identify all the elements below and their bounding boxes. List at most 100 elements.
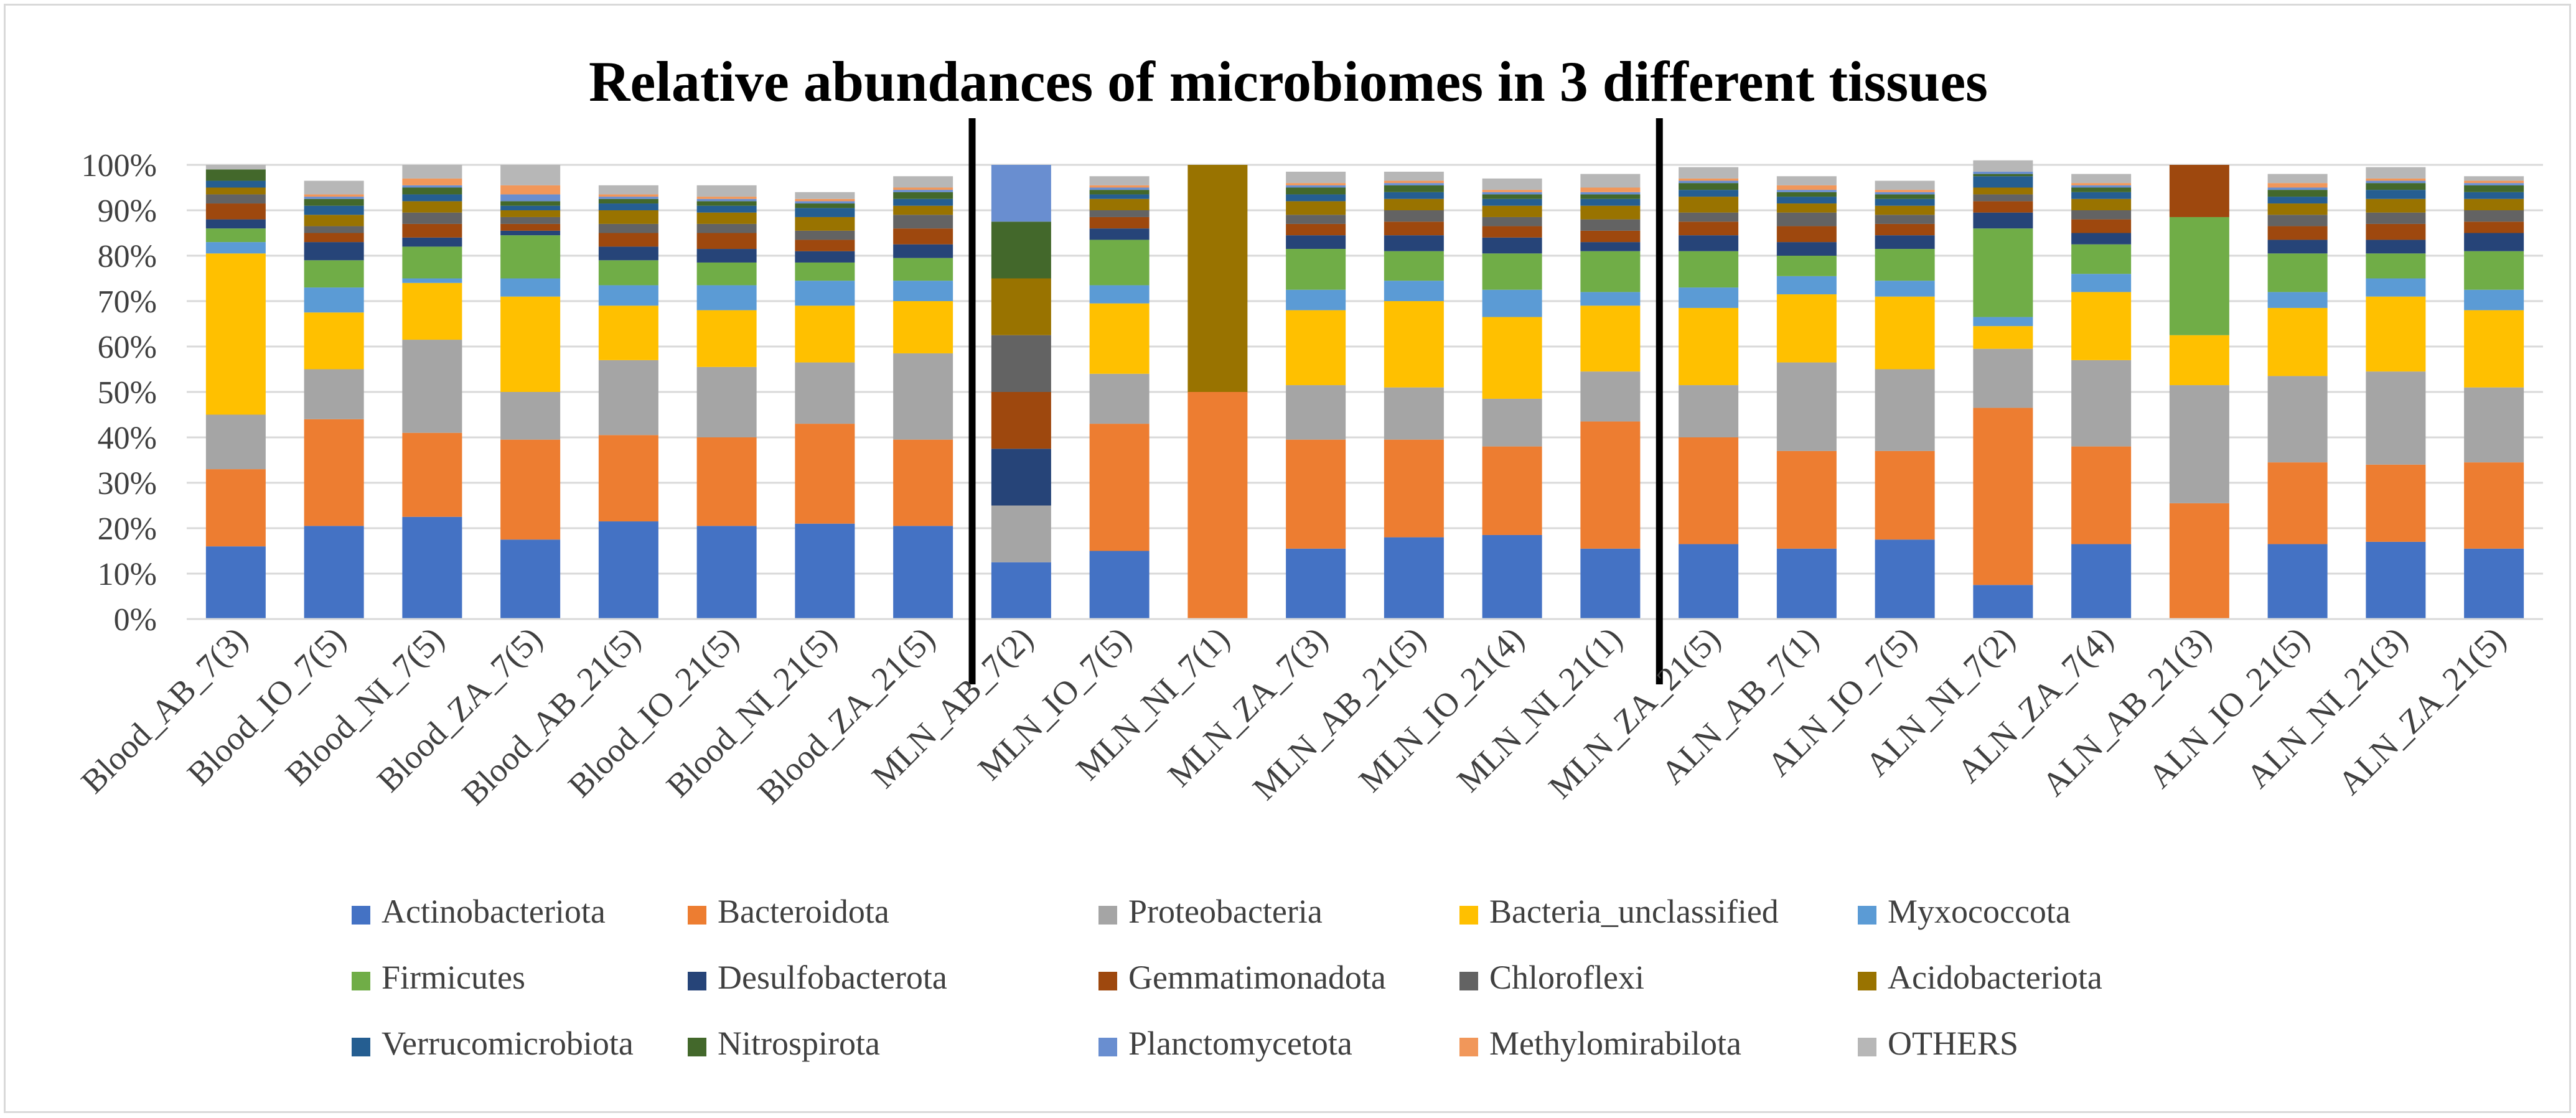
bar-segment-bacteroidota [500, 439, 561, 540]
y-tick-label: 70% [98, 284, 157, 320]
legend-swatch [688, 972, 706, 990]
bar-segment-verrucomicrobiota [696, 205, 757, 213]
bar-stack-blood-ab-21-5 [598, 185, 658, 619]
bar-stack-aln-ab-7-1 [1776, 176, 1837, 619]
bar-segment-nitrospirota [402, 187, 462, 195]
bar-segment-desulfobacterota [2071, 233, 2132, 245]
bar-segment-firmicutes [795, 262, 855, 281]
bar-segment-methylomirabilota [1776, 185, 1837, 190]
bar-segment-proteobacteria [696, 366, 757, 437]
bar-segment-chloroflexi [991, 335, 1051, 392]
bar-segment-bacteroidota [2169, 503, 2229, 619]
bar-segment-bacteroidota [1482, 446, 1542, 535]
bar-segment-desulfobacterota [1875, 235, 1935, 249]
y-tick-label: 0% [114, 602, 157, 638]
bar-segment-verrucomicrobiota [1286, 194, 1346, 202]
x-tick-label: ALN_AB_21(3) [2035, 620, 2219, 803]
bar-segment-planctomycetota [598, 197, 658, 199]
bar-segment-firmicutes [1679, 251, 1739, 288]
bar-segment-myxococcota [2071, 274, 2132, 292]
bar-segment-nitrospirota [2464, 185, 2524, 192]
y-axis-ticks: 0% 10% 20% 30% 40% 50% 60% 70% 80% 90% 100% [82, 148, 157, 638]
bar-segment-chloroflexi [2267, 215, 2328, 226]
bar-segment-desulfobacterota [2267, 240, 2328, 254]
bar-segment-gemmatimonadota [1482, 226, 1542, 238]
bar-segment-planctomycetota [1875, 192, 1935, 195]
legend-swatch [1098, 906, 1117, 925]
bar-segment-gemmatimonadota [893, 228, 953, 245]
bar-stack-mln-za-7-3 [1286, 171, 1346, 619]
y-tick-label: 90% [98, 193, 157, 229]
bar-stack-mln-ni-21-1 [1580, 174, 1641, 619]
bar-segment-chloroflexi [205, 194, 266, 204]
bar-segment-gemmatimonadota [1286, 223, 1346, 236]
legend-item-myxococcota: Myxococcota [1858, 893, 2071, 930]
bar-segment-planctomycetota [304, 197, 364, 199]
bar-segment-nitrospirota [696, 201, 757, 206]
bar-segment-firmicutes [1482, 253, 1542, 290]
bar-segment-others [1482, 178, 1542, 190]
bar-segment-proteobacteria [500, 392, 561, 440]
bar-segment-proteobacteria [795, 362, 855, 424]
bar-segment-actinobacteriota [2464, 548, 2524, 619]
bar-stack-aln-ni-7-2 [1973, 160, 2033, 619]
bar-segment-others [1580, 174, 1641, 188]
legend-swatch [1098, 1038, 1117, 1056]
bar-stack-blood-za-7-5 [500, 165, 561, 619]
bar-segment-acidobacteriota [1679, 197, 1739, 213]
bar-segment-gemmatimonadota [2071, 219, 2132, 233]
bar-segment-desulfobacterota [1089, 228, 1150, 240]
legend-label: Desulfobacterota [718, 959, 947, 996]
legend-label: Bacteria_unclassified [1489, 893, 1779, 930]
bar-segment-others [2071, 174, 2132, 184]
bar-segment-chloroflexi [1679, 212, 1739, 222]
bar-segment-verrucomicrobiota [1580, 198, 1641, 206]
bar-segment-planctomycetota [1089, 187, 1150, 190]
bar-segment-acidobacteriota [991, 278, 1051, 335]
bar-segment-proteobacteria [2267, 376, 2328, 463]
bar-stack-aln-ni-21-3 [2366, 167, 2426, 619]
bar-segment-bacteroidota [1679, 437, 1739, 544]
x-tick-label: Blood_IO_21(5) [561, 620, 746, 804]
bar-segment-bacteria-unclassified [1482, 317, 1542, 399]
bar-stack-blood-io-7-5 [304, 180, 364, 619]
x-axis-ticks: Blood_AB_7(3)Blood_IO_7(5)Blood_NI_7(5)B… [74, 620, 2513, 813]
bar-stack-blood-ab-7-3 [205, 165, 266, 619]
bar-segment-proteobacteria [1679, 385, 1739, 437]
legend: Actinobacteriota Bacteroidota Proteobacter… [352, 893, 2102, 1062]
bar-segment-methylomirabilota [1286, 183, 1346, 185]
group-dividers [968, 118, 1663, 684]
bar-segment-bacteroidota [696, 437, 757, 526]
bar-segment-proteobacteria [598, 360, 658, 436]
bar-segment-others [893, 176, 953, 188]
bar-segment-firmicutes [2464, 251, 2524, 290]
legend-swatch [1098, 972, 1117, 990]
bar-segment-bacteria-unclassified [1875, 296, 1935, 370]
y-tick-label: 30% [98, 466, 157, 501]
bar-segment-gemmatimonadota [795, 240, 855, 251]
bar-segment-bacteria-unclassified [795, 305, 855, 363]
bar-segment-nitrospirota [1089, 190, 1150, 195]
bar-segment-methylomirabilota [2366, 178, 2426, 181]
legend-item-bacteria-unclassified: Bacteria_unclassified [1459, 893, 1779, 930]
y-tick-label: 100% [82, 148, 157, 184]
bar-segment-proteobacteria [205, 414, 266, 470]
legend-label: Acidobacteriota [1888, 959, 2102, 996]
bar-segment-planctomycetota [1679, 180, 1739, 184]
bar-segment-verrucomicrobiota [205, 180, 266, 188]
bar-segment-nitrospirota [304, 198, 364, 206]
legend-label: Nitrospirota [718, 1025, 880, 1062]
bar-segment-others [500, 165, 561, 185]
bar-segment-firmicutes [893, 258, 953, 281]
bar-segment-acidobacteriota [696, 212, 757, 224]
legend-swatch [1459, 906, 1478, 925]
bar-segment-firmicutes [205, 228, 266, 243]
bar-segment-desulfobacterota [598, 246, 658, 261]
bar-segment-others [1776, 176, 1837, 185]
bar-segment-methylomirabilota [304, 194, 364, 197]
bar-segment-desulfobacterota [205, 219, 266, 229]
bar-segment-actinobacteriota [1776, 548, 1837, 619]
bar-segment-planctomycetota [696, 198, 757, 202]
bar-segment-acidobacteriota [1482, 205, 1542, 217]
legend-item-actinobacteriota: Actinobacteriota [352, 893, 606, 930]
